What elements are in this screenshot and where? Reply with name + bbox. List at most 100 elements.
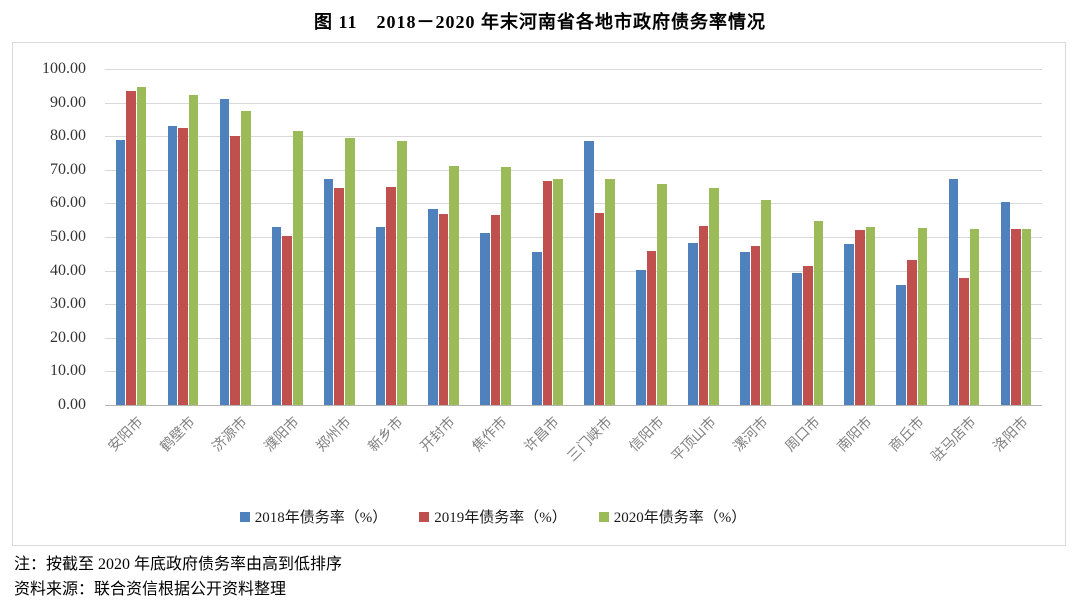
bar (1021, 228, 1032, 405)
x-tick-label: 周口市 (782, 414, 824, 456)
bar (709, 187, 720, 405)
gridline (105, 337, 1042, 339)
x-tick-label: 信阳市 (626, 414, 668, 456)
note-data-source: 资料来源：联合资信根据公开资料整理 (14, 581, 287, 598)
bar (948, 178, 959, 405)
bar-group-鹤壁市 (157, 69, 209, 405)
chart-notes: 注：按截至 2020 年底政府债务率由高到低排序 资料来源：联合资信根据公开资料… (14, 552, 342, 602)
x-tick-label: 郑州市 (314, 414, 355, 456)
bar (917, 227, 928, 405)
x-tick-label: 洛阳市 (991, 414, 1032, 456)
bar-group-开封市 (417, 69, 469, 405)
x-tick-label: 三门峡市 (564, 414, 615, 466)
bar (584, 140, 594, 405)
x-tick-label: 许昌市 (522, 414, 563, 456)
bar (282, 236, 292, 405)
bar (501, 166, 511, 405)
legend: 2018年债务率（%） 2019年债务率（%） 2020年债务率（%） (0, 506, 1019, 527)
gridline (105, 102, 1042, 104)
gridline (105, 304, 1042, 306)
gridline (105, 270, 1042, 272)
x-tick-label: 平顶山市 (668, 414, 720, 466)
chart-title: 图 11 2018－2020 年末河南省各地市政府债务率情况 (313, 12, 766, 32)
y-tick-label: 30.00 (50, 295, 86, 313)
bar (115, 139, 126, 405)
bar (844, 243, 854, 405)
bar (761, 200, 772, 405)
bar (178, 128, 188, 405)
x-tick-label: 濮阳市 (262, 414, 303, 456)
x-tick-label: 安阳市 (106, 414, 147, 456)
bar (1011, 228, 1021, 405)
bar (271, 226, 282, 405)
legend-swatch-icon (239, 511, 250, 522)
legend-label: 2019年债务率（%） (434, 510, 567, 526)
bar (219, 98, 230, 405)
legend-item: 2019年债务率（%） (419, 506, 567, 527)
bar-group-焦作市 (469, 69, 521, 405)
gridline (105, 203, 1042, 205)
gridline (105, 169, 1042, 171)
chart-frame: 100.00 90.00 80.00 70.00 60.00 50.00 40.00 30.0… (12, 42, 1066, 546)
bar (126, 90, 136, 405)
legend-item: 2018年债务率（%） (239, 506, 387, 527)
bar (698, 225, 709, 405)
legend-swatch-icon (598, 511, 609, 522)
x-tick-label: 漯河市 (730, 414, 772, 456)
bar (813, 221, 824, 405)
bar (802, 266, 813, 405)
bar (542, 181, 553, 405)
y-tick-label: 20.00 (50, 328, 86, 346)
bar-group-平顶山市 (678, 69, 730, 405)
bar (480, 232, 490, 405)
bar-group-安阳市 (105, 69, 157, 405)
bar (657, 183, 667, 405)
bar-group-驻马店市 (938, 69, 990, 405)
y-tick-label: 50.00 (50, 228, 86, 245)
bar (959, 278, 969, 405)
bar-group-商丘市 (886, 69, 938, 405)
bar (292, 130, 303, 405)
bar (532, 252, 542, 405)
bar (323, 179, 334, 405)
bar (907, 260, 917, 405)
bar (230, 135, 240, 405)
y-tick-label: 90.00 (50, 93, 86, 111)
x-tick-label: 济源市 (210, 414, 251, 456)
bar-group-新乡市 (365, 69, 417, 405)
y-tick-label: 10.00 (50, 362, 86, 380)
bar-group-周口市 (782, 69, 834, 405)
bar-group-濮阳市 (261, 69, 313, 405)
bar (240, 110, 251, 405)
bar (865, 227, 876, 405)
gridline (105, 371, 1042, 373)
bar (136, 87, 147, 405)
legend-swatch-icon (419, 511, 430, 522)
y-tick-label: 60.00 (50, 194, 86, 212)
x-tick-label: 商丘市 (887, 414, 928, 456)
bar (438, 214, 449, 405)
x-axis-line (105, 405, 1042, 406)
x-tick-label: 新乡市 (366, 414, 407, 456)
bar (167, 126, 178, 405)
bar (1000, 201, 1011, 405)
bar (188, 94, 199, 405)
bar-group-洛阳市 (990, 69, 1042, 405)
bar (688, 243, 698, 405)
bar (594, 212, 605, 405)
bar (375, 226, 386, 405)
bar-group-南阳市 (834, 69, 886, 405)
y-tick-label: 100.00 (42, 60, 86, 77)
bar (969, 228, 980, 405)
x-tick-label: 鹤壁市 (158, 414, 199, 456)
bar (792, 273, 802, 405)
x-tick-label: 焦作市 (470, 414, 511, 456)
bar (345, 137, 355, 405)
bar (553, 178, 563, 405)
bar-group-郑州市 (313, 69, 365, 405)
bar (334, 187, 345, 405)
gridline (105, 136, 1042, 138)
bar (636, 269, 646, 405)
y-tick-label: 70.00 (50, 160, 86, 178)
